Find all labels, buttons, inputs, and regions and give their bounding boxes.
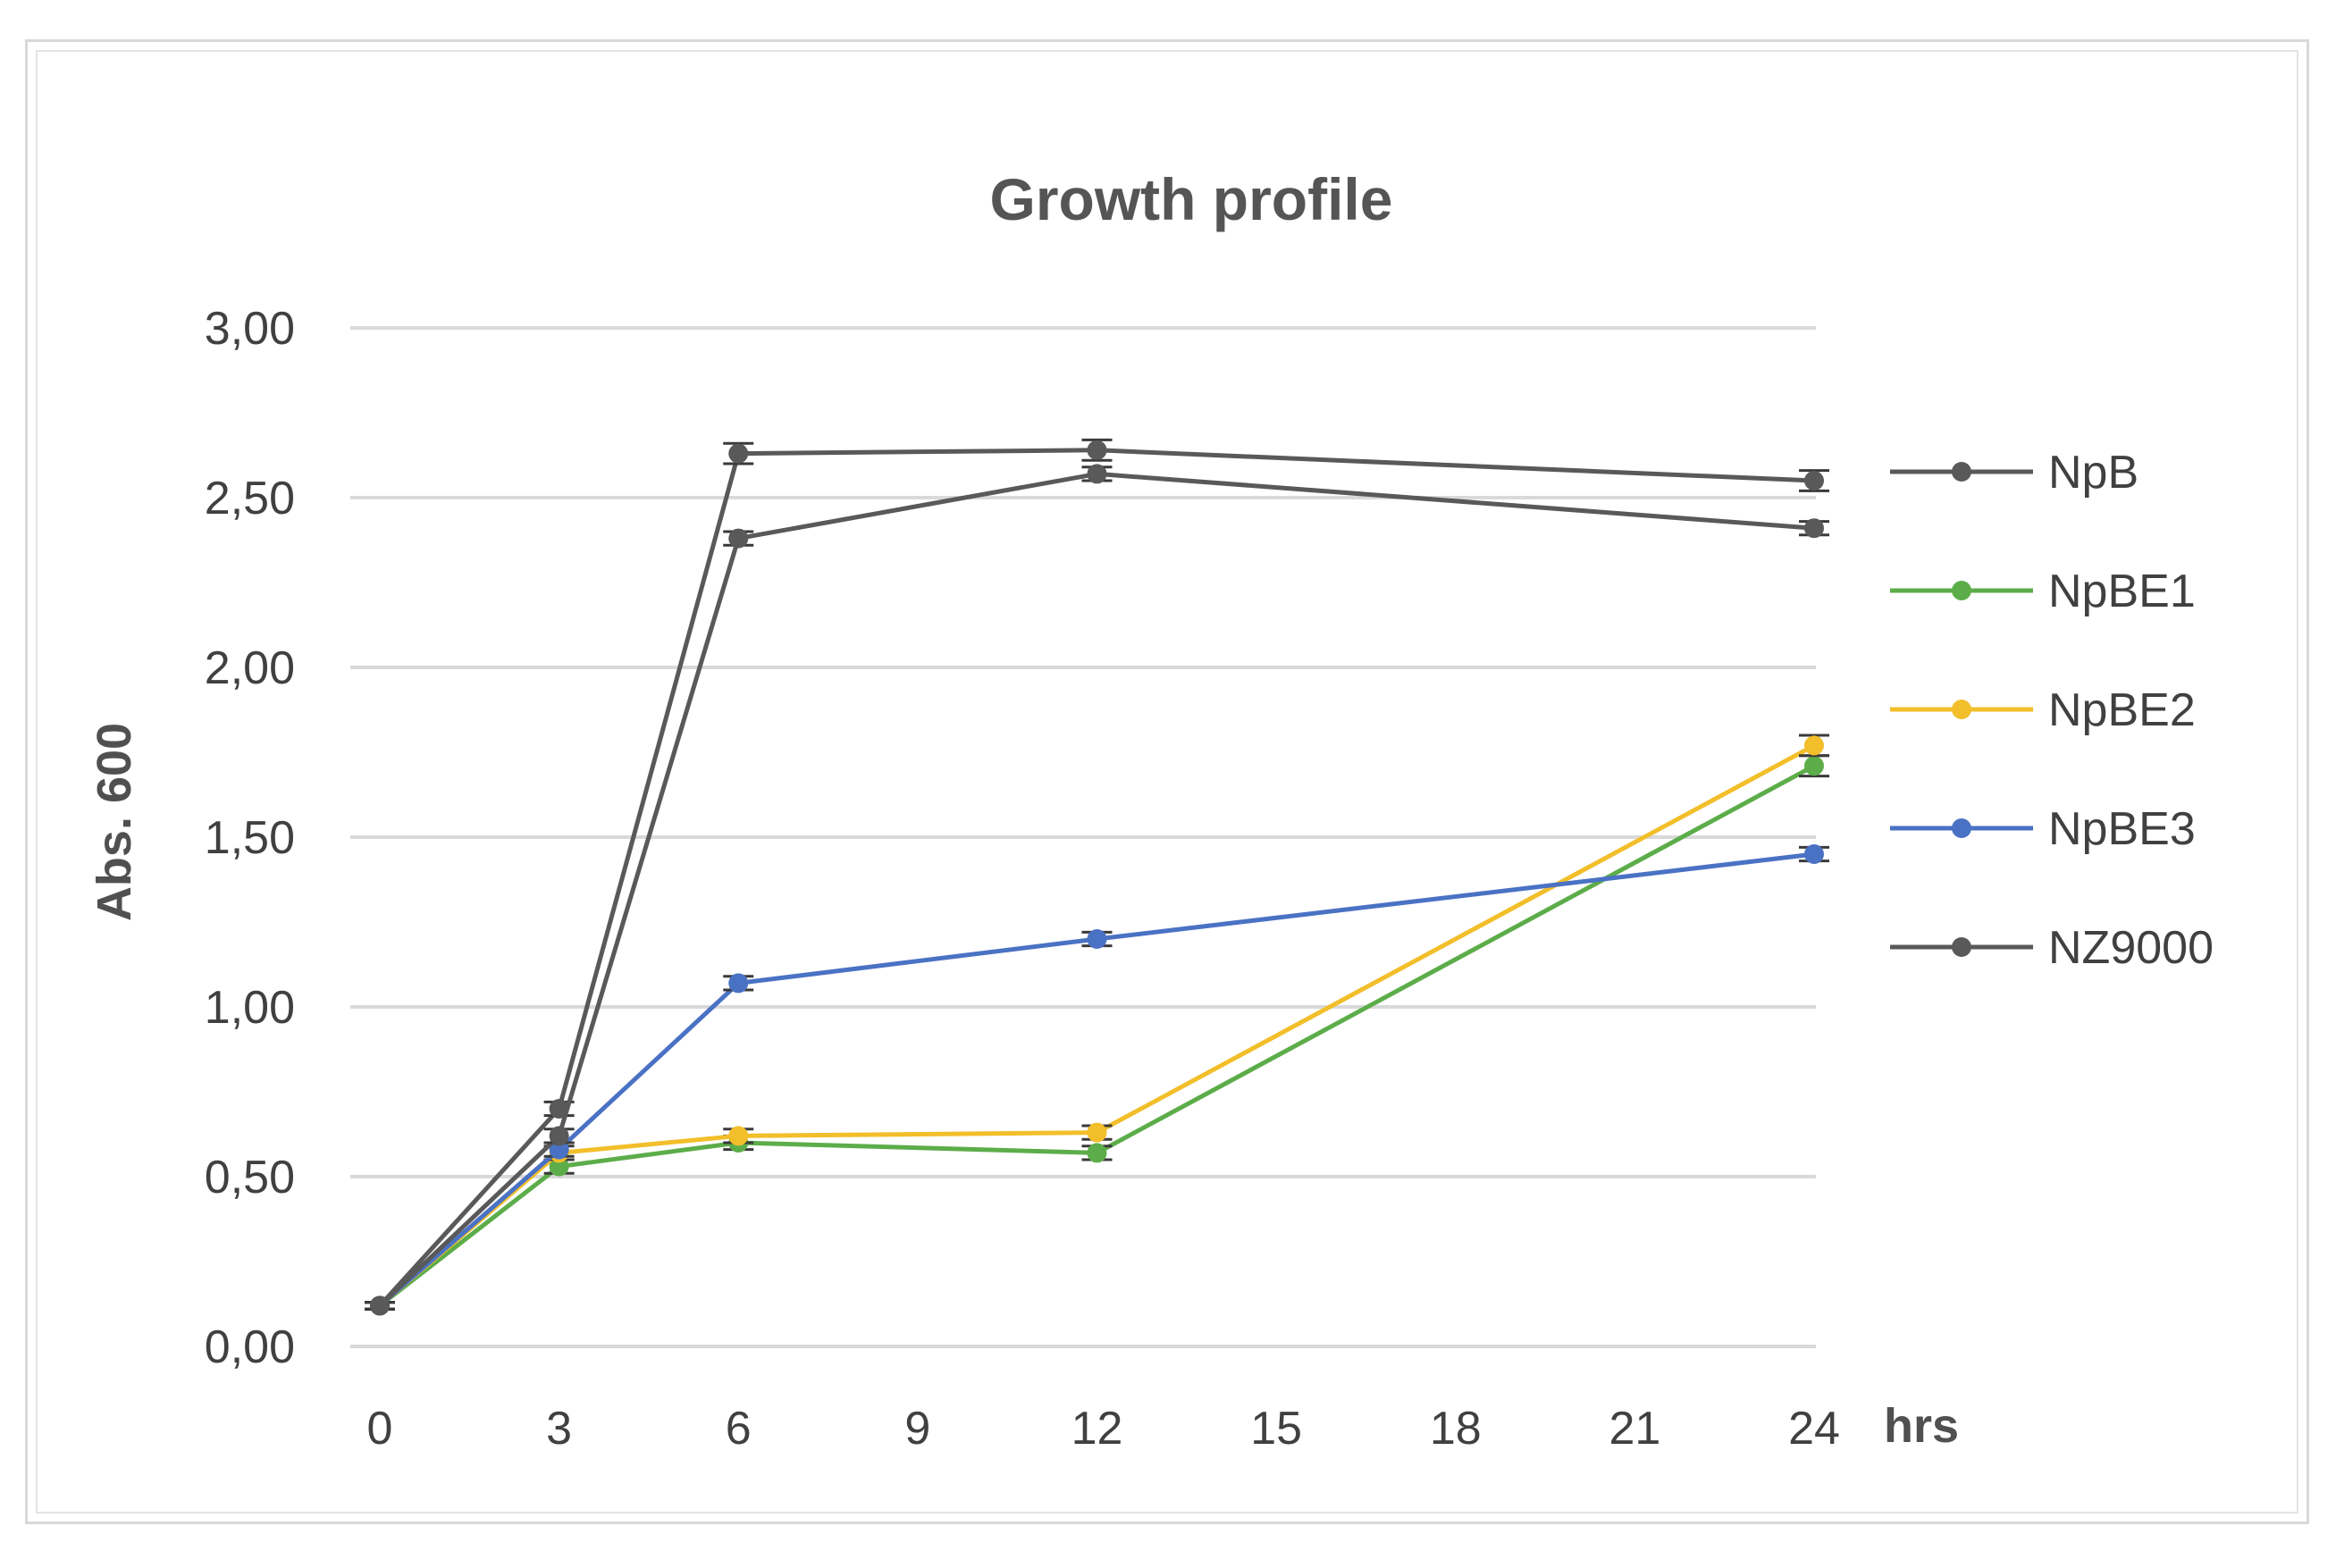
data-point	[1087, 929, 1107, 949]
legend-item-npbe3: NpBE3	[1890, 803, 2196, 855]
x-tick-label: 18	[1430, 1403, 1482, 1455]
data-point	[728, 1126, 749, 1146]
data-point	[1804, 844, 1824, 864]
data-point	[1087, 1122, 1107, 1143]
data-series	[365, 438, 1829, 1316]
data-point	[1804, 735, 1824, 756]
x-tick-label: 24	[1788, 1403, 1840, 1455]
data-point	[549, 1139, 569, 1160]
y-tick-label: 0,50	[205, 1152, 295, 1203]
data-point	[370, 1295, 390, 1316]
series-nz9000	[365, 464, 1829, 1316]
x-tick-label: 9	[904, 1403, 930, 1455]
series-npbe2	[365, 734, 1829, 1316]
series-line	[378, 471, 1815, 1308]
legend-item-nz9000: NZ9000	[1890, 922, 2214, 974]
series-npbe1	[365, 754, 1829, 1316]
legend-item-npbe2: NpBE2	[1890, 684, 2196, 736]
y-tick-label: 0,00	[205, 1321, 295, 1373]
legend-label: NZ9000	[2048, 922, 2214, 974]
legend-label: NpBE3	[2048, 803, 2196, 855]
x-tick-label: 3	[546, 1403, 572, 1455]
y-tick-label: 3,00	[205, 303, 295, 355]
data-point	[549, 1126, 569, 1146]
data-point	[1804, 518, 1824, 539]
legend-marker	[1952, 937, 1971, 957]
y-tick-label: 1,50	[205, 812, 295, 864]
legend-item-npb: NpB	[1890, 447, 2139, 499]
x-tick-label: 0	[367, 1403, 393, 1455]
chart-outer-border	[25, 39, 2309, 1524]
series-npbe3	[365, 844, 1829, 1316]
x-tick-label: 6	[726, 1403, 752, 1455]
y-tick-label: 1,00	[205, 982, 295, 1034]
x-axis-ticks: 0 3 6 9 12 15 18 21 24	[367, 1403, 1840, 1455]
series-line	[378, 851, 1815, 1308]
legend-marker	[1952, 818, 1971, 838]
y-tick-label: 2,50	[205, 473, 295, 524]
legend-item-npbe1: NpBE1	[1890, 566, 2196, 617]
legend-label: NpBE2	[2048, 684, 2196, 736]
x-tick-label: 12	[1071, 1403, 1123, 1455]
data-point	[1087, 464, 1107, 484]
chart-area-border	[36, 50, 2298, 1513]
x-tick-label: 21	[1609, 1403, 1660, 1455]
y-axis-ticks: 0,00 0,50 1,00 1,50 2,00 2,50 3,00	[205, 303, 295, 1373]
x-axis-title: hrs	[1884, 1399, 1959, 1453]
y-tick-label: 2,00	[205, 642, 295, 694]
legend-marker	[1952, 462, 1971, 482]
legend-marker	[1952, 581, 1971, 600]
data-point	[728, 973, 749, 994]
legend-label: NpBE1	[2048, 566, 2196, 617]
gridlines	[350, 326, 1816, 1348]
series-line	[378, 743, 1816, 1308]
legend-marker	[1952, 700, 1971, 719]
data-point	[728, 528, 749, 549]
chart-title: Growth profile	[990, 166, 1393, 232]
y-axis-title: Abs. 600	[88, 723, 141, 921]
data-point	[728, 443, 749, 464]
data-point	[1804, 471, 1824, 491]
data-point	[1804, 756, 1824, 776]
data-point	[549, 1156, 569, 1177]
x-tick-label: 15	[1250, 1403, 1302, 1455]
legend: NpB NpBE1 NpBE2 NpBE3 NZ9000	[1890, 447, 2214, 974]
data-point	[1087, 440, 1107, 460]
legend-label: NpB	[2048, 447, 2139, 499]
series-line	[378, 764, 1816, 1308]
data-point	[1087, 1143, 1107, 1163]
